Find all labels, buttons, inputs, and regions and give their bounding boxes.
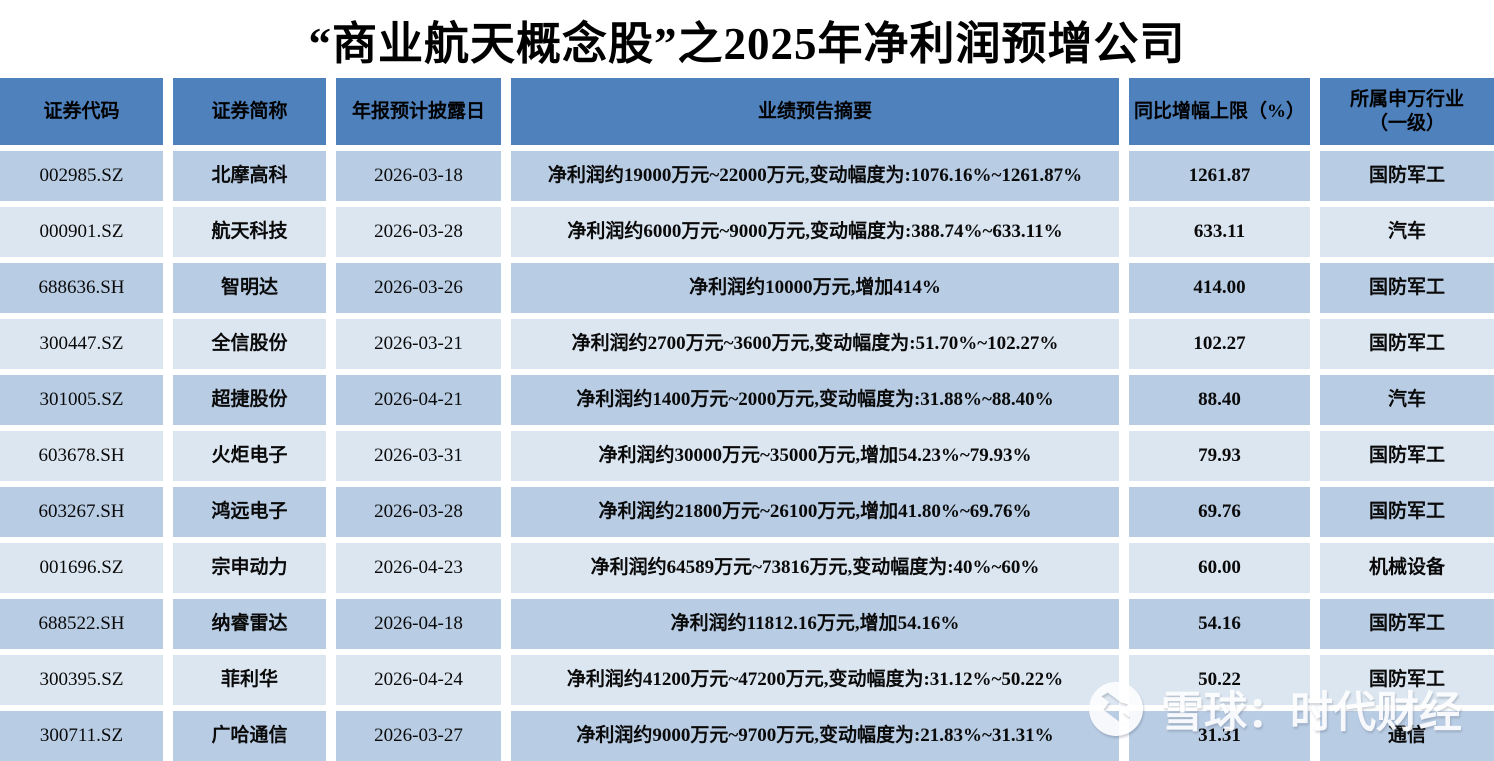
cell-growth-limit: 79.93 xyxy=(1129,431,1310,481)
cell-stock-name: 火炬电子 xyxy=(173,431,326,481)
cell-industry: 国防军工 xyxy=(1320,431,1494,481)
cell-disclosure-date: 2026-03-28 xyxy=(336,487,501,537)
cell-disclosure-date: 2026-03-26 xyxy=(336,263,501,313)
cell-stock-name: 智明达 xyxy=(173,263,326,313)
cell-disclosure-date: 2026-03-27 xyxy=(336,711,501,761)
stock-table: 证券代码 证券简称 年报预计披露日 业绩预告摘要 同比增幅上限（%） 所属申万行… xyxy=(0,78,1494,761)
cell-growth-limit: 88.40 xyxy=(1129,375,1310,425)
cell-forecast-summary: 净利润约6000万元~9000万元,变动幅度为:388.74%~633.11% xyxy=(511,207,1119,257)
cell-stock-code: 603678.SH xyxy=(0,431,163,481)
cell-forecast-summary: 净利润约41200万元~47200万元,变动幅度为:31.12%~50.22% xyxy=(511,655,1119,705)
cell-industry: 机械设备 xyxy=(1320,543,1494,593)
cell-growth-limit: 414.00 xyxy=(1129,263,1310,313)
cell-industry: 国防军工 xyxy=(1320,487,1494,537)
cell-disclosure-date: 2026-03-31 xyxy=(336,431,501,481)
cell-forecast-summary: 净利润约30000万元~35000万元,增加54.23%~79.93% xyxy=(511,431,1119,481)
cell-stock-name: 宗申动力 xyxy=(173,543,326,593)
cell-forecast-summary: 净利润约19000万元~22000万元,变动幅度为:1076.16%~1261.… xyxy=(511,151,1119,201)
cell-forecast-summary: 净利润约1400万元~2000万元,变动幅度为:31.88%~88.40% xyxy=(511,375,1119,425)
cell-growth-limit: 60.00 xyxy=(1129,543,1310,593)
column-header-stock-name: 证券简称 xyxy=(173,78,326,145)
cell-growth-limit: 54.16 xyxy=(1129,599,1310,649)
cell-stock-code: 301005.SZ xyxy=(0,375,163,425)
cell-disclosure-date: 2026-04-21 xyxy=(336,375,501,425)
cell-industry: 通信 xyxy=(1320,711,1494,761)
cell-forecast-summary: 净利润约21800万元~26100万元,增加41.80%~69.76% xyxy=(511,487,1119,537)
column-header-industry: 所属申万行业（一级） xyxy=(1320,78,1494,145)
cell-stock-code: 000901.SZ xyxy=(0,207,163,257)
cell-industry: 国防军工 xyxy=(1320,655,1494,705)
cell-stock-code: 603267.SH xyxy=(0,487,163,537)
column-header-forecast-summary: 业绩预告摘要 xyxy=(511,78,1119,145)
cell-disclosure-date: 2026-04-18 xyxy=(336,599,501,649)
cell-stock-code: 300395.SZ xyxy=(0,655,163,705)
cell-industry: 国防军工 xyxy=(1320,599,1494,649)
cell-growth-limit: 102.27 xyxy=(1129,319,1310,369)
cell-growth-limit: 1261.87 xyxy=(1129,151,1310,201)
cell-stock-code: 688522.SH xyxy=(0,599,163,649)
cell-forecast-summary: 净利润约11812.16万元,增加54.16% xyxy=(511,599,1119,649)
cell-stock-code: 300711.SZ xyxy=(0,711,163,761)
cell-disclosure-date: 2026-04-24 xyxy=(336,655,501,705)
column-header-disclosure-date: 年报预计披露日 xyxy=(336,78,501,145)
cell-stock-name: 纳睿雷达 xyxy=(173,599,326,649)
cell-stock-name: 超捷股份 xyxy=(173,375,326,425)
cell-forecast-summary: 净利润约64589万元~73816万元,变动幅度为:40%~60% xyxy=(511,543,1119,593)
cell-stock-name: 北摩高科 xyxy=(173,151,326,201)
column-header-growth-limit: 同比增幅上限（%） xyxy=(1129,78,1310,145)
cell-industry: 国防军工 xyxy=(1320,319,1494,369)
cell-disclosure-date: 2026-03-21 xyxy=(336,319,501,369)
cell-industry: 国防军工 xyxy=(1320,263,1494,313)
cell-stock-code: 688636.SH xyxy=(0,263,163,313)
cell-stock-code: 002985.SZ xyxy=(0,151,163,201)
cell-growth-limit: 69.76 xyxy=(1129,487,1310,537)
cell-stock-name: 鸿远电子 xyxy=(173,487,326,537)
cell-stock-name: 航天科技 xyxy=(173,207,326,257)
cell-growth-limit: 633.11 xyxy=(1129,207,1310,257)
cell-disclosure-date: 2026-03-28 xyxy=(336,207,501,257)
cell-industry: 国防军工 xyxy=(1320,151,1494,201)
column-header-stock-code: 证券代码 xyxy=(0,78,163,145)
cell-growth-limit: 31.31 xyxy=(1129,711,1310,761)
page-title: “商业航天概念股”之2025年净利润预增公司 xyxy=(308,18,1186,69)
cell-stock-name: 全信股份 xyxy=(173,319,326,369)
cell-industry: 汽车 xyxy=(1320,375,1494,425)
cell-stock-code: 001696.SZ xyxy=(0,543,163,593)
cell-forecast-summary: 净利润约2700万元~3600万元,变动幅度为:51.70%~102.27% xyxy=(511,319,1119,369)
cell-forecast-summary: 净利润约9000万元~9700万元,变动幅度为:21.83%~31.31% xyxy=(511,711,1119,761)
cell-stock-name: 菲利华 xyxy=(173,655,326,705)
cell-growth-limit: 50.22 xyxy=(1129,655,1310,705)
cell-forecast-summary: 净利润约10000万元,增加414% xyxy=(511,263,1119,313)
cell-disclosure-date: 2026-03-18 xyxy=(336,151,501,201)
cell-stock-name: 广哈通信 xyxy=(173,711,326,761)
cell-industry: 汽车 xyxy=(1320,207,1494,257)
cell-stock-code: 300447.SZ xyxy=(0,319,163,369)
cell-disclosure-date: 2026-04-23 xyxy=(336,543,501,593)
